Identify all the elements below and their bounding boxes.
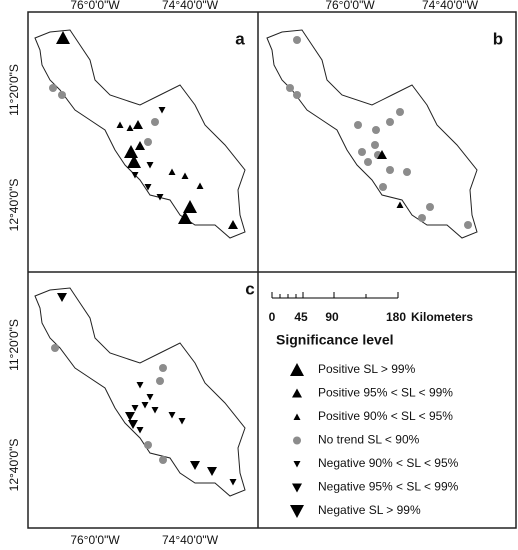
legend-item: Positive 90% < SL < 95% xyxy=(318,409,453,423)
station-marker xyxy=(364,158,372,166)
legend-item: Positive SL > 99% xyxy=(318,362,416,376)
scale-tick: 180 xyxy=(386,310,406,324)
longitude-label: 76°0'0"W xyxy=(70,533,120,547)
station-marker xyxy=(354,121,362,129)
station-marker xyxy=(396,108,404,116)
station-marker xyxy=(286,84,294,92)
longitude-label: 74°40'0"W xyxy=(162,533,219,547)
legend-item: Positive 95% < SL < 99% xyxy=(318,386,453,400)
frame xyxy=(27,11,517,529)
station-marker xyxy=(151,118,159,126)
station-marker xyxy=(290,363,304,376)
longitude-label: 76°0'0"W xyxy=(325,0,375,12)
station-marker xyxy=(358,148,366,156)
legend-item: Negative 95% < SL < 99% xyxy=(318,480,459,494)
panel-label: c xyxy=(245,279,254,298)
station-marker xyxy=(144,441,152,449)
station-marker xyxy=(293,91,301,99)
station-marker xyxy=(396,201,404,208)
station-marker xyxy=(386,118,394,126)
station-marker xyxy=(426,203,434,211)
station-marker xyxy=(293,413,301,420)
legend-item: Negative 90% < SL < 95% xyxy=(318,456,459,470)
legend-title: Significance level xyxy=(276,332,394,348)
panel-label: b xyxy=(493,29,503,48)
station-marker xyxy=(371,141,379,149)
station-marker xyxy=(293,36,301,44)
panel-label: a xyxy=(235,29,245,48)
station-marker xyxy=(418,214,426,222)
basin-outline xyxy=(34,287,246,497)
latitude-label: 11°20'0"S xyxy=(7,319,21,371)
station-marker xyxy=(386,166,394,174)
station-marker xyxy=(156,377,164,385)
scale-unit: Kilometers xyxy=(411,310,473,324)
station-marker xyxy=(379,183,387,191)
station-marker xyxy=(49,84,57,92)
longitude-label: 74°40'0"W xyxy=(162,0,219,12)
basin-outline xyxy=(34,29,246,239)
scale-tick: 45 xyxy=(294,310,308,324)
station-marker xyxy=(290,505,304,518)
station-marker xyxy=(292,388,302,398)
station-marker xyxy=(51,344,59,352)
basin-outline xyxy=(266,29,478,239)
station-marker xyxy=(293,436,301,445)
longitude-label: 74°40'0"W xyxy=(422,0,479,12)
legend-item: Negative SL > 99% xyxy=(318,503,421,517)
station-marker xyxy=(159,456,167,464)
scale-tick: 0 xyxy=(269,310,276,324)
longitude-label: 76°0'0"W xyxy=(70,0,120,12)
station-marker xyxy=(159,364,167,372)
station-marker xyxy=(292,483,302,493)
legend: Positive SL > 99% Positive 95% < SL < 99%… xyxy=(290,362,459,518)
station-marker xyxy=(144,138,152,146)
station-marker xyxy=(464,221,472,229)
station-marker xyxy=(403,168,411,176)
station-marker xyxy=(58,91,66,99)
latitude-label: 11°20'0"S xyxy=(7,64,21,116)
latitude-label: 12°40'0"S xyxy=(7,439,21,492)
station-marker xyxy=(293,461,301,468)
scale-tick: 90 xyxy=(325,310,339,324)
legend-item: No trend SL < 90% xyxy=(318,433,420,447)
scale-bar xyxy=(271,292,399,299)
latitude-label: 12°40'0"S xyxy=(7,179,21,232)
station-marker xyxy=(372,126,380,134)
